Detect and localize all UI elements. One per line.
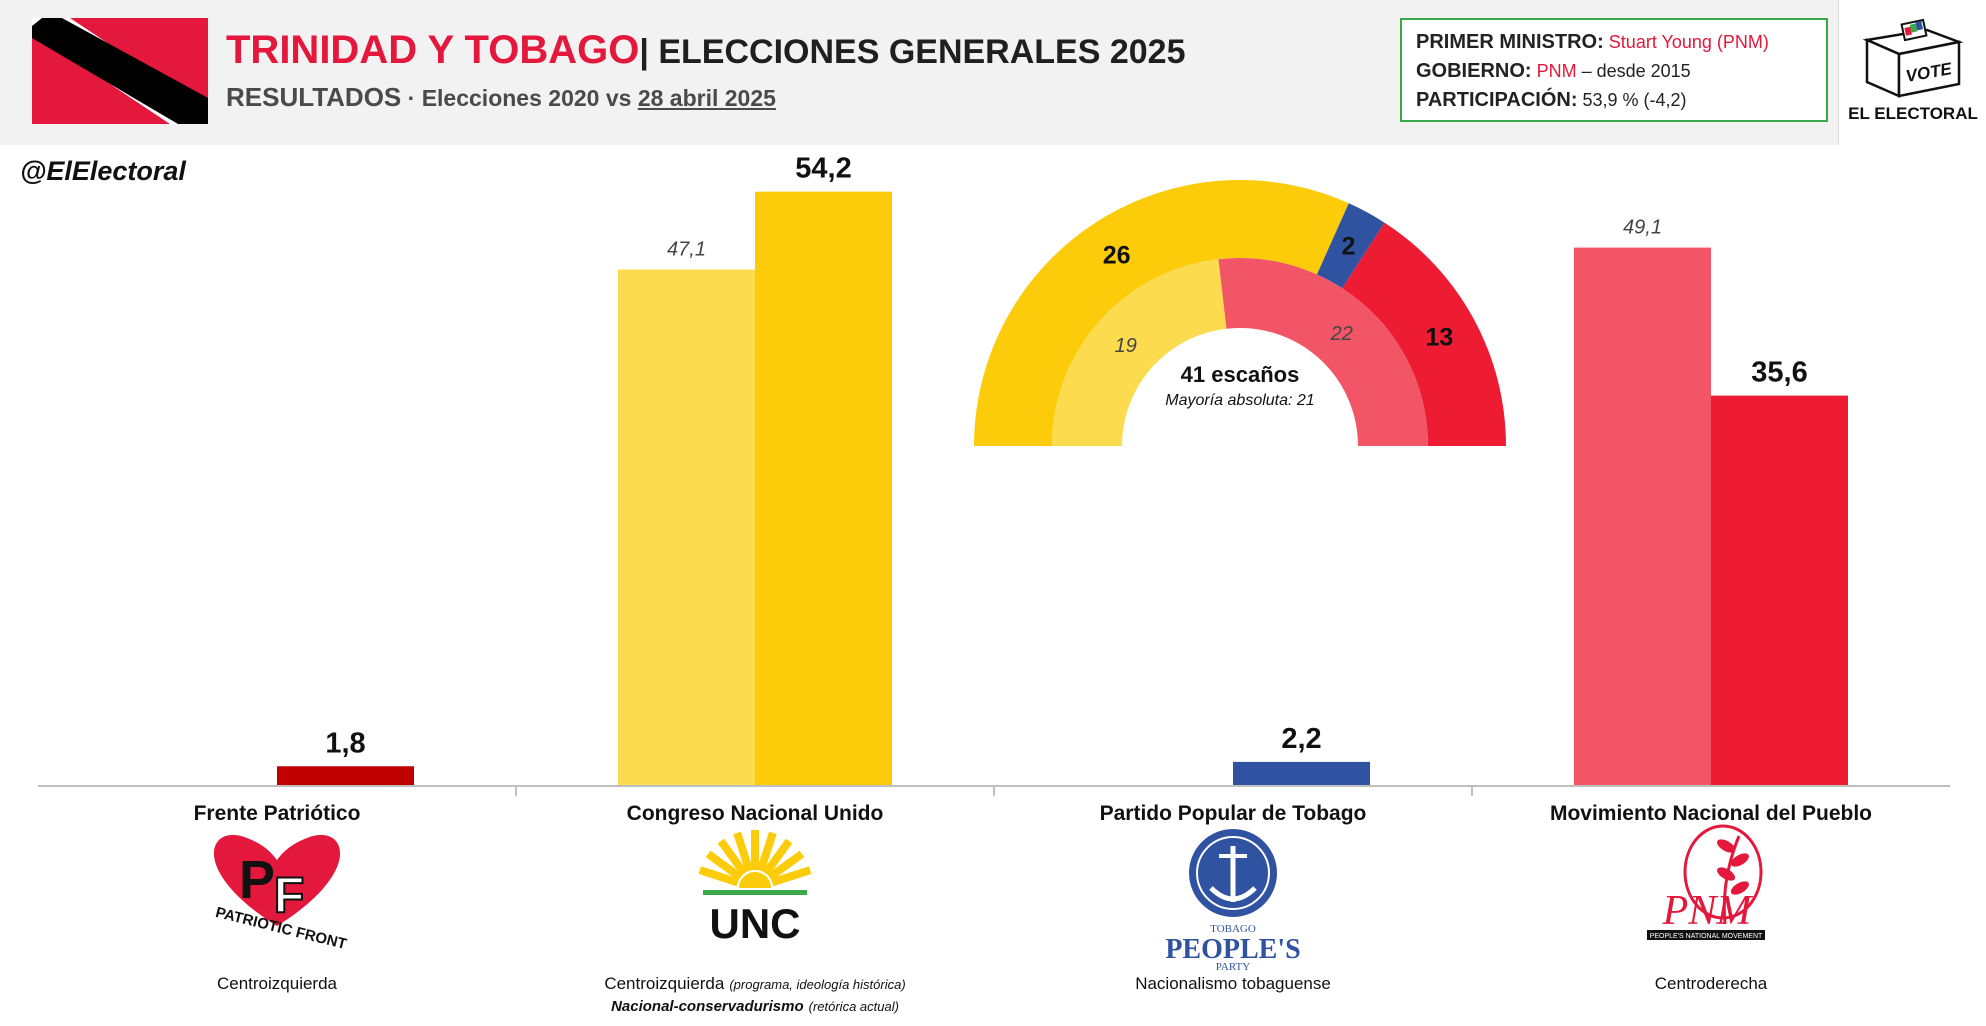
el-electoral-logo: VOTE EL ELECTORAL: [1838, 0, 1986, 145]
ideology2-note-1: (retórica actual): [809, 999, 899, 1014]
pm-value: Stuart Young (PNM): [1608, 32, 1769, 52]
bar-2025-2: [1233, 761, 1370, 786]
ideology-main-0: Centroizquierda: [217, 974, 338, 993]
bar-2025-0: [277, 766, 414, 786]
info-row-turnout: PARTICIPACIÓN: 53,9 % (-4,2): [1416, 86, 1812, 115]
seats-2025-seat-label-unc: 26: [1103, 241, 1131, 269]
seats-2025-slice-unc: [974, 179, 1349, 446]
ideology-2: Nacionalismo tobaguense: [1135, 974, 1331, 993]
pf-initial-p: P: [239, 850, 275, 910]
social-handle: @ElElectoral: [20, 156, 186, 186]
heart-icon: [213, 834, 341, 926]
sun-ray: [717, 838, 748, 876]
seats-2025-seat-label-pnm: 13: [1426, 324, 1454, 352]
ideology-0: Centroizquierda: [217, 974, 338, 993]
trinidad-flag-icon: [32, 18, 208, 124]
ideology-1: Centroizquierda (programa, ideología hist…: [604, 974, 905, 993]
ideology-note-1: (programa, ideología histórica): [729, 977, 905, 992]
bar-layer: 1,8 47,1 54,2 2,2 49,1 35,6: [277, 153, 1848, 787]
seat-total: 41 escaños: [1180, 362, 1300, 387]
bar-2025-3: [1711, 395, 1848, 786]
unc-green-stripe: [703, 890, 807, 895]
tpp-logo-bottom: PARTY: [1216, 961, 1250, 973]
balisier-icon: [1722, 835, 1741, 925]
pnm-logo-text: PNM: [1662, 888, 1754, 934]
ideology-main-2: Nacionalismo tobaguense: [1135, 974, 1331, 993]
party-names: Frente Patriótico Congreso Nacional Unido…: [194, 802, 1872, 825]
seats-2020-slice-unc: [1052, 259, 1227, 446]
unc-logo: UNC: [698, 830, 812, 947]
majority-note: Mayoría absoluta: 21: [1165, 392, 1315, 409]
pnm-oval: [1683, 824, 1763, 920]
ballot-box-icon: VOTE: [1862, 18, 1964, 98]
bar-value-label-2025-2: 2,2: [1281, 723, 1321, 755]
ideology-main-1: Centroizquierda: [604, 974, 725, 993]
seats-2020-seat-label-pnm: 22: [1330, 323, 1353, 345]
subtitle-main: RESULTADOS: [226, 82, 402, 112]
title-country: TRINIDAD Y TOBAGO: [226, 28, 640, 72]
sun-ray: [770, 866, 812, 887]
ideology-main-3: Centroderecha: [1655, 974, 1768, 993]
government-label: GOBIERNO:: [1416, 60, 1532, 82]
ideology-3: Centroderecha: [1655, 974, 1768, 993]
tpp-logo-text: PEOPLE'S: [1165, 934, 1300, 965]
ideology-secondary-1: Nacional-conservadurismo (retórica actual…: [611, 998, 899, 1015]
bar-2025-1: [755, 191, 892, 787]
category-ticks: [515, 786, 1473, 796]
seats-2025-seat-label-tpp: 2: [1341, 233, 1355, 261]
sun-ray: [762, 838, 793, 876]
seats-2020-seat-label-unc: 19: [1115, 335, 1137, 357]
party-name-3: Movimiento Nacional del Pueblo: [1550, 802, 1872, 825]
info-box: PRIMER MINISTRO: Stuart Young (PNM) GOBI…: [1400, 18, 1828, 122]
pm-label: PRIMER MINISTRO:: [1416, 31, 1604, 53]
party-name-2: Partido Popular de Tobago: [1100, 802, 1367, 825]
bar-2020-1: [618, 269, 755, 786]
bar-value-label-2025-3: 35,6: [1751, 357, 1807, 389]
party-ideologies: Centroizquierda Centroizquierda (programa,…: [217, 974, 1768, 1015]
sun-ray: [767, 850, 805, 881]
ideology2-main-1: Nacional-conservadurismo: [611, 998, 804, 1015]
sun-icon: [739, 872, 771, 888]
sun-ray: [756, 831, 777, 873]
subtitle-date: 28 abril 2025: [637, 85, 776, 111]
info-row-government: GOBIERNO: PNM – desde 2015: [1416, 57, 1812, 86]
tpp-logo-top: TOBAGO: [1210, 923, 1256, 935]
party-name-1: Congreso Nacional Unido: [627, 802, 884, 825]
info-row-pm: PRIMER MINISTRO: Stuart Young (PNM): [1416, 28, 1812, 57]
bar-value-label-2020-1: 47,1: [667, 239, 706, 261]
seats-2025-slice-tpp: [1316, 203, 1385, 289]
unc-logo-text: UNC: [710, 900, 801, 947]
pnm-logo-bottom: PEOPLE'S NATIONAL MOVEMENT: [1650, 933, 1763, 940]
turnout-label: PARTICIPACIÓN:: [1416, 89, 1578, 111]
header: TRINIDAD Y TOBAGO| ELECCIONES GENERALES …: [0, 0, 1986, 145]
pf-initial-f: F: [274, 867, 305, 923]
government-party: PNM: [1536, 61, 1577, 81]
seats-2025-slice-pnm: [1342, 222, 1506, 446]
seats-donut: 26 2 13 19 22: [974, 179, 1506, 446]
party-name-0: Frente Patriótico: [194, 802, 361, 825]
bar-2020-3: [1574, 247, 1711, 786]
page-title: TRINIDAD Y TOBAGO| ELECCIONES GENERALES …: [226, 28, 1186, 73]
sun-ray: [705, 850, 743, 881]
sun-ray: [733, 831, 754, 873]
government-since: – desde 2015: [1581, 61, 1691, 81]
seats-2020-slice-pnm: [1218, 258, 1428, 446]
bar-value-label-2020-3: 49,1: [1623, 217, 1662, 239]
sun-ray: [698, 866, 740, 887]
turnout-value: 53,9 % (-4,2): [1582, 90, 1687, 110]
logo-text: EL ELECTORAL: [1848, 104, 1978, 123]
page-subtitle: RESULTADOS · Elecciones 2020 vs 28 abril…: [226, 82, 776, 113]
subtitle-separator: · Elecciones 2020 vs: [401, 85, 638, 111]
bar-value-label-2025-1: 54,2: [795, 153, 851, 185]
bar-value-label-2025-0: 1,8: [325, 727, 365, 759]
title-rest: | ELECCIONES GENERALES 2025: [639, 33, 1186, 71]
donut-center: 41 escaños Mayoría absoluta: 21: [1100, 362, 1380, 410]
